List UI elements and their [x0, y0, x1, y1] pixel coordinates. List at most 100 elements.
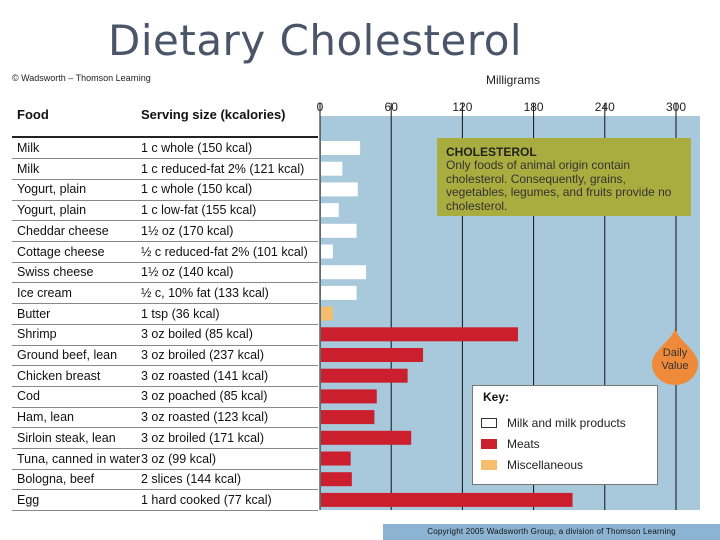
table-divider	[12, 510, 318, 512]
food-cell: Yogurt, plain	[17, 203, 87, 218]
serving-cell: 1 c whole (150 kcal)	[141, 141, 253, 155]
food-cell: Milk	[17, 141, 40, 155]
food-cell: Egg	[17, 492, 40, 507]
serving-cell: 3 oz roasted (123 kcal)	[141, 410, 269, 425]
bar-milk	[321, 182, 358, 197]
table-divider	[12, 220, 318, 222]
legend-label-meats: Meats	[507, 437, 540, 451]
bar-meats	[321, 492, 573, 507]
serving-cell: 3 oz broiled (171 kcal)	[141, 430, 264, 445]
serving-cell: 1½ oz (140 kcal)	[141, 265, 234, 280]
food-cell: Yogurt, plain	[17, 182, 87, 197]
serving-cell: 3 oz roasted (141 kcal)	[141, 368, 269, 383]
food-cell: Ground beef, lean	[17, 348, 118, 362]
table-divider	[12, 468, 318, 470]
bar-milk	[321, 141, 361, 155]
bar-meats	[321, 410, 375, 425]
serving-cell: 1 c whole (150 kcal)	[141, 182, 253, 197]
table-divider	[12, 158, 318, 160]
x-tick-label: 180	[524, 100, 544, 114]
food-cell: Shrimp	[17, 327, 57, 342]
food-cell: Sirloin steak, lean	[17, 430, 116, 445]
legend-label-milk: Milk and milk products	[507, 416, 626, 430]
food-cell: Chicken breast	[17, 368, 101, 383]
daily-value-line1: Daily	[662, 347, 688, 359]
daily-value-badge: Daily Value	[650, 326, 700, 386]
bar-meats	[321, 327, 518, 342]
bar-milk	[321, 203, 339, 218]
legend-item-meats: Meats	[481, 437, 651, 451]
legend-item-misc: Miscellaneous	[481, 458, 651, 472]
food-cell: Cod	[17, 389, 40, 404]
serving-cell: 1 hard cooked (77 kcal)	[141, 492, 272, 507]
x-tick-label: 300	[666, 100, 686, 114]
bar-milk	[321, 244, 333, 259]
food-cell: Milk	[17, 161, 40, 176]
table-divider	[12, 406, 318, 408]
serving-cell: 3 oz broiled (237 kcal)	[141, 348, 264, 362]
food-cell: Ham, lean	[17, 410, 74, 425]
daily-value-line2: Value	[661, 360, 689, 372]
bar-meats	[321, 430, 412, 445]
food-cell: Cheddar cheese	[17, 223, 109, 238]
copyright-footer: Copyright 2005 Wadsworth Group, a divisi…	[383, 524, 720, 540]
legend-swatch-milk	[481, 418, 497, 428]
x-tick-label: 0	[317, 100, 324, 114]
cholesterol-info-box: CHOLESTEROL Only foods of animal origin …	[437, 138, 691, 216]
table-divider	[12, 365, 318, 367]
legend-item-milk: Milk and milk products	[481, 416, 651, 430]
food-cell: Ice cream	[17, 285, 72, 300]
bar-miscellaneous	[321, 306, 333, 321]
bar-meats	[321, 451, 351, 466]
publisher-credit: © Wadsworth – Thomson Learning	[12, 73, 151, 83]
serving-cell: 2 slices (144 kcal)	[141, 472, 242, 487]
serving-cell: 1 c low-fat (155 kcal)	[141, 203, 257, 218]
info-box-text: Only foods of animal origin contain chol…	[446, 158, 672, 213]
bar-milk	[321, 285, 357, 300]
table-divider	[12, 344, 318, 346]
bar-meats	[321, 368, 408, 383]
food-cell: Cottage cheese	[17, 244, 105, 259]
serving-cell: 3 oz poached (85 kcal)	[141, 389, 268, 404]
food-cell: Bologna, beef	[17, 472, 95, 487]
table-divider	[12, 241, 318, 242]
daily-value-drop-icon	[652, 328, 698, 385]
serving-cell: 3 oz (99 kcal)	[141, 451, 217, 466]
table-divider	[12, 427, 318, 429]
x-tick-label: 60	[385, 100, 399, 114]
bar-milk	[321, 265, 367, 280]
table-divider	[12, 489, 318, 491]
serving-cell: 1 tsp (36 kcal)	[141, 306, 220, 321]
table-divider	[12, 261, 318, 263]
bar-meats	[321, 389, 377, 404]
legend-swatch-misc	[481, 460, 497, 470]
x-axis-unit-label: Milligrams	[486, 73, 540, 87]
table-divider	[12, 323, 318, 325]
table-header-food: Food	[17, 107, 49, 122]
bar-milk	[321, 161, 343, 176]
bar-meats	[321, 472, 352, 487]
x-tick-label: 120	[452, 100, 472, 114]
table-divider	[12, 136, 318, 138]
bar-meats	[321, 348, 424, 362]
food-cell: Butter	[17, 306, 51, 321]
chart-legend: Key: Milk and milk products Meats Miscel…	[472, 385, 658, 485]
slide-title: Dietary Cholesterol	[108, 16, 523, 65]
table-header-serving: Serving size (kcalories)	[141, 107, 286, 122]
food-cell: Swiss cheese	[17, 265, 94, 280]
legend-swatch-meats	[481, 439, 497, 449]
table-divider	[12, 178, 318, 180]
legend-title: Key:	[483, 390, 510, 404]
info-box-title: CHOLESTEROL	[446, 145, 537, 159]
table-divider	[12, 385, 318, 387]
x-tick-label: 240	[595, 100, 615, 114]
food-cell: Tuna, canned in water	[17, 451, 141, 466]
table-divider	[12, 303, 318, 305]
serving-cell: ½ c, 10% fat (133 kcal)	[141, 285, 269, 300]
serving-cell: 1 c reduced-fat 2% (121 kcal)	[141, 161, 305, 176]
table-divider	[12, 199, 318, 201]
bar-milk	[321, 223, 357, 238]
table-divider	[12, 282, 318, 284]
table-divider	[12, 448, 318, 449]
serving-cell: 1½ oz (170 kcal)	[141, 223, 234, 238]
